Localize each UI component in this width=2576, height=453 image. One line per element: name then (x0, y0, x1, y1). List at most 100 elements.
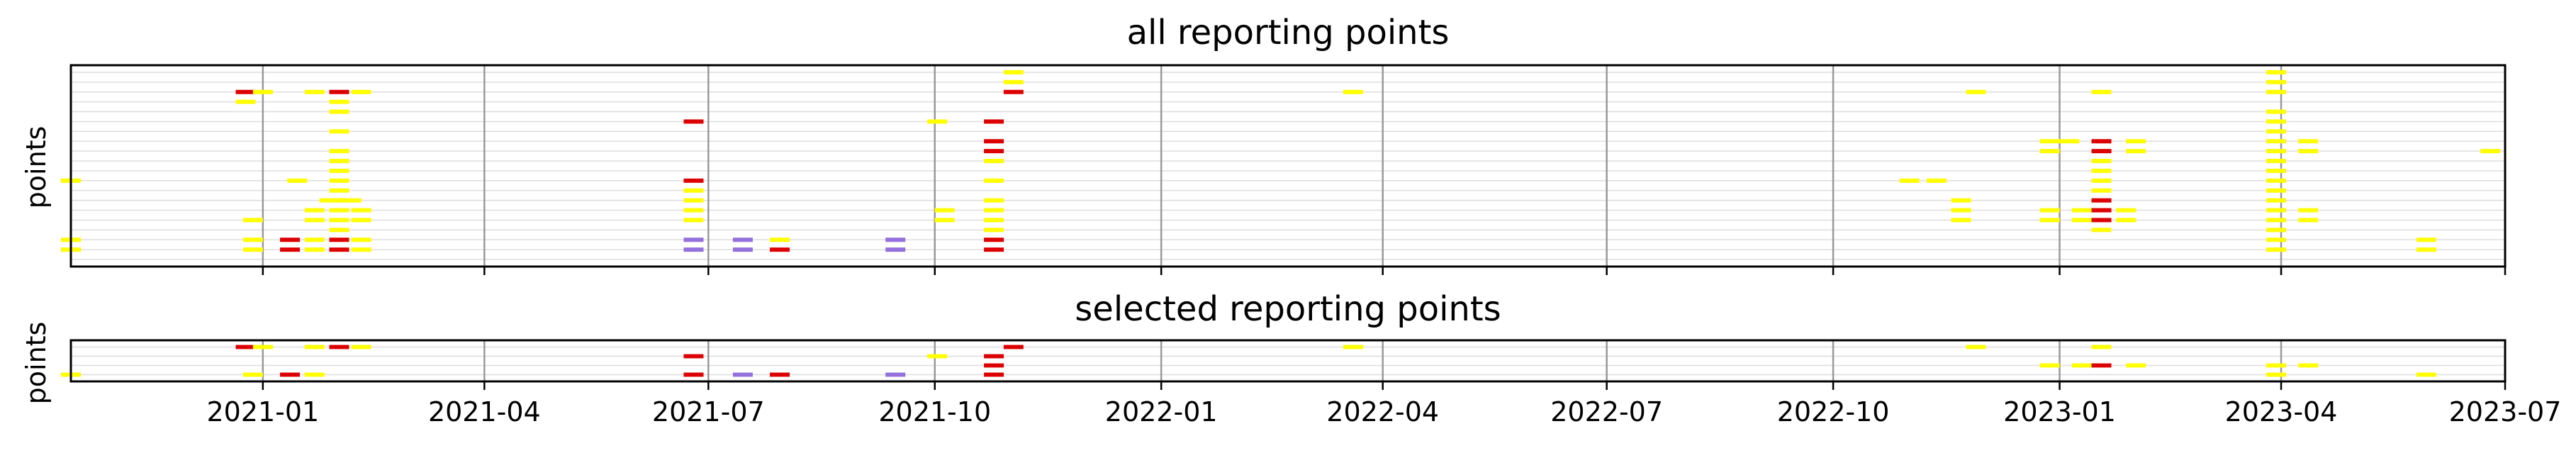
event-mark-yellow (1951, 208, 1971, 213)
event-mark-yellow (2091, 89, 2112, 94)
event-mark-yellow (329, 178, 349, 183)
event-mark-yellow (329, 99, 349, 104)
event-mark-yellow (252, 89, 273, 94)
event-mark-yellow (2091, 159, 2112, 164)
event-mark-yellow (2039, 218, 2060, 223)
chart-title: selected reporting points (1075, 289, 1501, 329)
event-mark-yellow (2416, 237, 2436, 242)
event-mark-yellow (984, 159, 1004, 164)
event-mark-red (1003, 89, 1024, 94)
event-mark-yellow (304, 208, 325, 213)
event-mark-purple (732, 247, 753, 252)
event-mark-yellow (1899, 178, 1920, 183)
event-mark-yellow (329, 188, 349, 193)
event-mark-yellow (329, 198, 349, 203)
x-tick-label: 2021-04 (428, 396, 541, 427)
event-mark-yellow (2266, 79, 2287, 84)
event-mark-red (769, 372, 790, 377)
event-mark-yellow (329, 228, 349, 233)
event-mark-yellow (927, 119, 948, 124)
event-mark-purple (683, 247, 704, 252)
event-mark-yellow (1951, 218, 1971, 223)
event-mark-yellow (2116, 218, 2137, 223)
event-mark-yellow (304, 89, 325, 94)
event-mark-yellow (2416, 247, 2436, 252)
event-mark-yellow (2116, 208, 2137, 213)
event-mark-yellow (1966, 345, 1986, 349)
event-mark-yellow (2266, 129, 2287, 134)
event-mark-red (984, 139, 1004, 144)
event-mark-yellow (341, 198, 362, 203)
event-mark-yellow (1926, 178, 1947, 183)
event-mark-yellow (2266, 363, 2287, 368)
event-mark-yellow (927, 354, 948, 359)
event-mark-yellow (2266, 149, 2287, 154)
x-tick-label: 2022-01 (1105, 396, 1218, 427)
event-mark-yellow (2298, 149, 2319, 154)
event-mark-yellow (934, 218, 955, 223)
event-mark-yellow (329, 149, 349, 154)
event-mark-red (683, 119, 704, 124)
x-tick-label: 2022-07 (1550, 396, 1663, 427)
event-mark-yellow (2091, 188, 2112, 193)
event-mark-red (1003, 345, 1024, 349)
x-axis-ticks (262, 381, 2507, 390)
event-mark-yellow (2416, 372, 2436, 377)
event-mark-yellow (351, 237, 371, 242)
event-mark-yellow (2266, 198, 2287, 203)
event-mark-yellow (2266, 69, 2287, 74)
event-mark-yellow (2091, 345, 2112, 349)
event-mark-yellow (1951, 198, 1971, 203)
event-mark-yellow (2059, 139, 2080, 144)
event-mark-yellow (2039, 363, 2060, 368)
event-mark-red (329, 89, 349, 94)
event-mark-yellow (683, 218, 704, 223)
event-mark-yellow (1966, 89, 1986, 94)
event-mark-red (769, 247, 790, 252)
event-mark-yellow (2266, 89, 2287, 94)
event-mark-yellow (2480, 149, 2501, 154)
event-mark-red (2091, 218, 2112, 223)
event-mark-yellow (351, 89, 371, 94)
event-mark-yellow (351, 208, 371, 213)
event-mark-yellow (2266, 178, 2287, 183)
event-mark-yellow (2266, 372, 2287, 377)
event-mark-yellow (242, 247, 263, 252)
plot-frame (69, 64, 2507, 268)
event-mark-yellow (2266, 168, 2287, 173)
event-mark-yellow (2039, 208, 2060, 213)
event-mark-yellow (304, 345, 325, 349)
event-mark-yellow (683, 198, 704, 203)
event-mark-yellow (984, 178, 1004, 183)
event-mark-yellow (984, 228, 1004, 233)
event-mark-yellow (984, 198, 1004, 203)
event-mark-yellow (329, 159, 349, 164)
event-mark-red (329, 247, 349, 252)
event-mark-yellow (683, 188, 704, 193)
event-mark-red (683, 354, 704, 359)
event-mark-purple (885, 247, 906, 252)
x-tick-label: 2021-10 (878, 396, 991, 427)
event-mark-red (280, 372, 301, 377)
event-mark-red (2091, 208, 2112, 213)
event-mark-yellow (2298, 139, 2319, 144)
event-mark-yellow (351, 247, 371, 252)
event-mark-purple (683, 237, 704, 242)
event-mark-yellow (2039, 149, 2060, 154)
event-mark-yellow (2266, 159, 2287, 164)
y-axis-label: points (21, 126, 52, 209)
event-mark-yellow (769, 237, 790, 242)
event-mark-yellow (235, 99, 256, 104)
event-mark-yellow (2091, 168, 2112, 173)
event-mark-yellow (304, 237, 325, 242)
event-mark-yellow (329, 208, 349, 213)
x-tick-label: 2022-10 (1777, 396, 1890, 427)
event-mark-yellow (2091, 178, 2112, 183)
event-mark-yellow (683, 208, 704, 213)
event-mark-yellow (2091, 228, 2112, 233)
event-mark-yellow (2266, 188, 2287, 193)
event-mark-red (984, 354, 1004, 359)
event-mark-yellow (242, 218, 263, 223)
x-tick-label: 2023-04 (2225, 396, 2338, 427)
